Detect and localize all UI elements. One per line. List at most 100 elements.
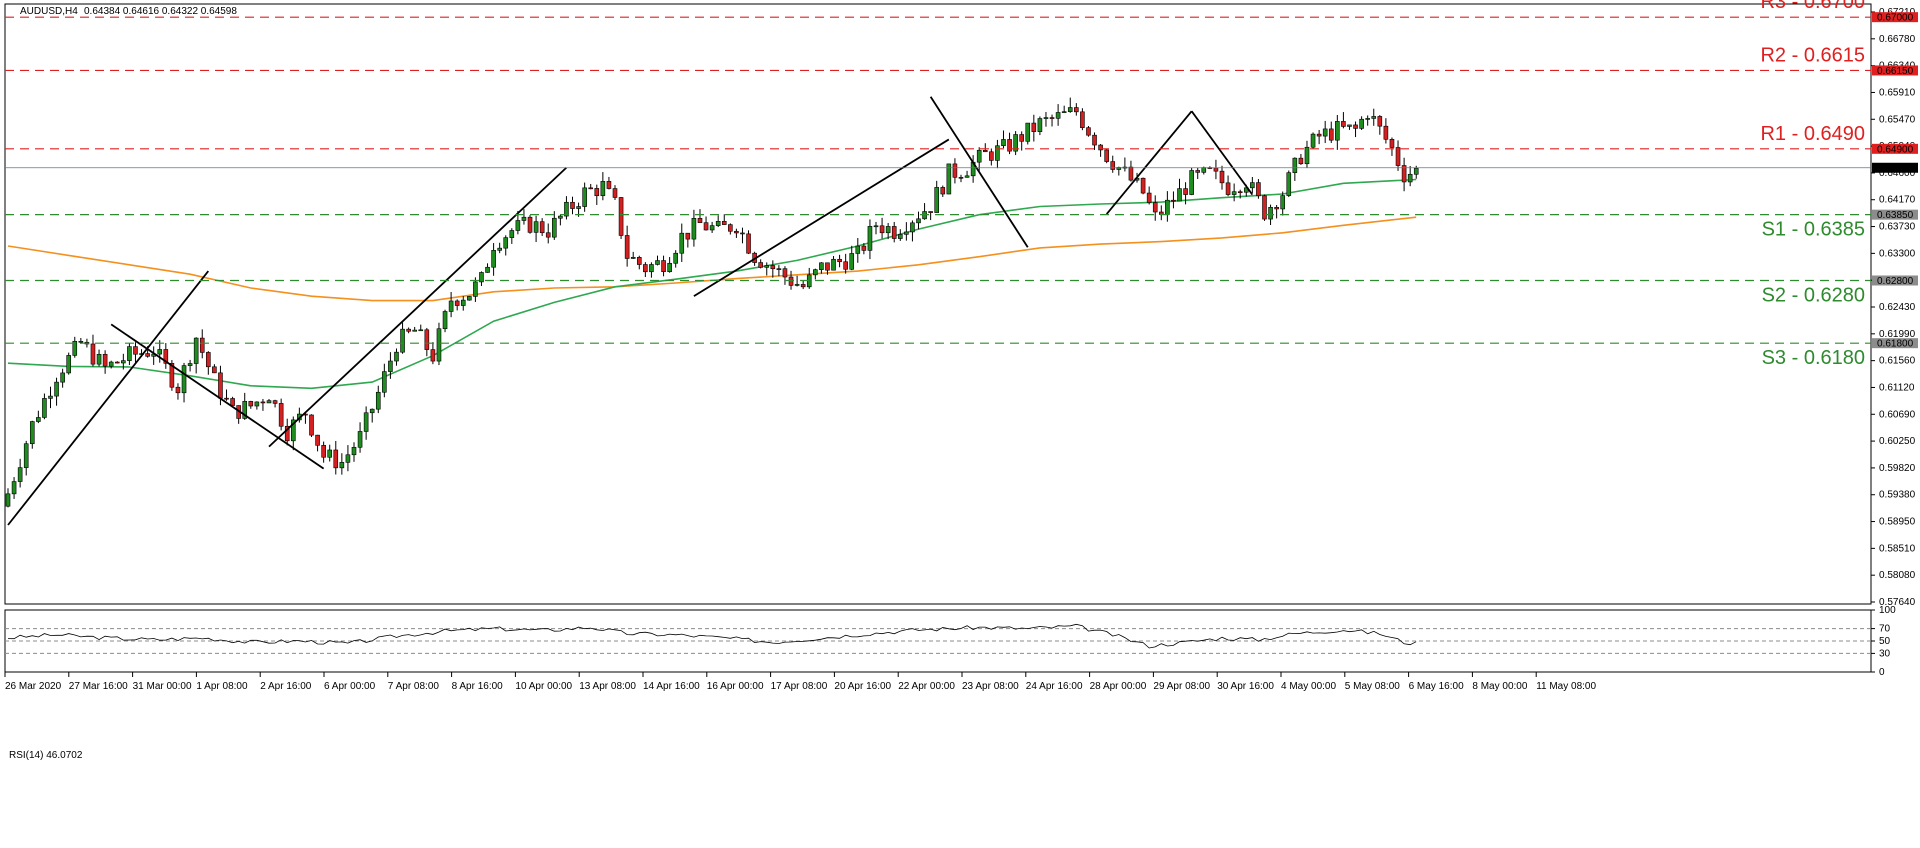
rsi-panel[interactable]: 26 Mar 2020 27 Mar 16:00 31 Mar 00:00 1 Apr… (4, 605, 1896, 692)
candle-bear (1128, 166, 1134, 181)
candle-bull (521, 216, 527, 221)
candle-bear (1171, 199, 1176, 202)
candle-bull (497, 247, 502, 251)
candle-bull (715, 221, 721, 226)
x-tick-label: 6 May 16:00 (1409, 681, 1464, 692)
candle-bull (1043, 117, 1049, 119)
x-tick-label: 10 Apr 00:00 (515, 681, 572, 692)
trendline (1105, 110, 1193, 215)
candle-bear (703, 222, 709, 231)
level-price-tag (1872, 275, 1918, 286)
candle-bear (309, 414, 314, 436)
candle-bull (855, 245, 861, 254)
level-price-tag-text: 0.66150 (1877, 66, 1914, 77)
x-tick-label: 26 Mar 2020 (5, 681, 62, 692)
level-price-tag (1872, 65, 1918, 76)
y-tick-label: 0.61560 (1879, 356, 1916, 367)
candle-bear (800, 284, 806, 288)
candle-bear (539, 221, 545, 234)
candle-bull (187, 363, 193, 366)
candle-bull (582, 187, 587, 207)
candle-bull (121, 360, 126, 364)
candle-bull (485, 266, 490, 273)
candle-bear (230, 398, 235, 406)
candle-bull (1165, 199, 1170, 215)
candle-bull (630, 256, 636, 259)
candle-bear (1225, 182, 1231, 195)
candle-bear (1092, 134, 1097, 146)
candle-bull (108, 361, 114, 367)
candle-bear (734, 230, 739, 234)
candle-bull (691, 218, 697, 240)
candle-bull (533, 221, 539, 233)
candle-bull (29, 421, 35, 445)
candle-bear (843, 261, 848, 270)
candle-bear (1031, 122, 1037, 132)
y-tick-label: 0.57640 (1879, 597, 1916, 608)
y-tick-label: 0.62430 (1879, 302, 1916, 313)
rsi-y-tick-label: 30 (1879, 648, 1891, 659)
candle-bear (928, 211, 933, 213)
y-tick-label: 0.63730 (1879, 222, 1916, 233)
x-tick-label: 6 Apr 00:00 (324, 681, 376, 692)
candle-bull (849, 253, 855, 270)
candle-bull (460, 299, 466, 306)
candle-bear (758, 262, 763, 268)
x-tick-label: 28 Apr 00:00 (1090, 681, 1147, 692)
candle-bull (1067, 107, 1073, 112)
price-panel[interactable]: 0.672100.667800.663400.659100.654700.650… (4, 0, 1918, 608)
candle-bull (1371, 116, 1377, 119)
candle-bear (989, 151, 994, 161)
candle-bull (964, 175, 970, 178)
candle-bear (891, 226, 897, 239)
y-tick-label: 0.61120 (1879, 382, 1915, 393)
candle-bull (72, 340, 78, 356)
candle-bear (1104, 149, 1109, 162)
candle-bear (1298, 157, 1304, 165)
candle-bull (1335, 121, 1340, 141)
y-tick-label: 0.65470 (1879, 114, 1916, 125)
candle-bull (679, 232, 685, 254)
candle-bull (1347, 124, 1352, 127)
candle-bull (242, 401, 248, 419)
candle-bull (509, 230, 515, 238)
candle-bear (837, 258, 842, 263)
candle-bear (1019, 134, 1024, 142)
level-price-tag-text: 0.61800 (1877, 339, 1914, 350)
candle-bull (776, 268, 782, 270)
candle-bear (248, 401, 254, 407)
y-tick-label: 0.60250 (1879, 436, 1916, 447)
rsi-y-tick-label: 100 (1879, 605, 1896, 616)
candle-bear (588, 187, 594, 190)
y-tick-label: 0.58950 (1879, 517, 1916, 528)
candle-bear (606, 181, 612, 189)
y-tick-label: 0.64600 (1879, 168, 1916, 179)
candle-bear (1086, 127, 1091, 136)
candle-bull (1025, 122, 1031, 142)
candle-bull (558, 215, 563, 219)
candle-bear (90, 343, 96, 365)
trendline (693, 138, 950, 297)
candle-bear (145, 353, 150, 357)
candle-bull (357, 431, 363, 448)
candle-bull (96, 353, 102, 365)
candle-bear (1183, 188, 1188, 195)
candle-bear (169, 363, 175, 388)
candle-bear (175, 386, 181, 394)
candle-bear (952, 163, 958, 178)
candle-bull (479, 272, 484, 283)
candle-bull (1322, 128, 1328, 137)
candle-bear (685, 232, 691, 240)
y-tick-label: 0.58080 (1879, 570, 1916, 581)
trendline (1190, 110, 1254, 196)
y-tick-label: 0.60690 (1879, 409, 1916, 420)
candle-bull (916, 218, 921, 224)
rsi-header: RSI(14) 46.0702 (9, 750, 83, 761)
trendline (110, 323, 325, 470)
candle-bull (1407, 173, 1413, 183)
candle-bull (66, 355, 71, 374)
candle-bull (1286, 172, 1292, 196)
candle-bear (879, 225, 885, 234)
candle-bull (369, 408, 375, 414)
candle-bear (163, 349, 169, 364)
